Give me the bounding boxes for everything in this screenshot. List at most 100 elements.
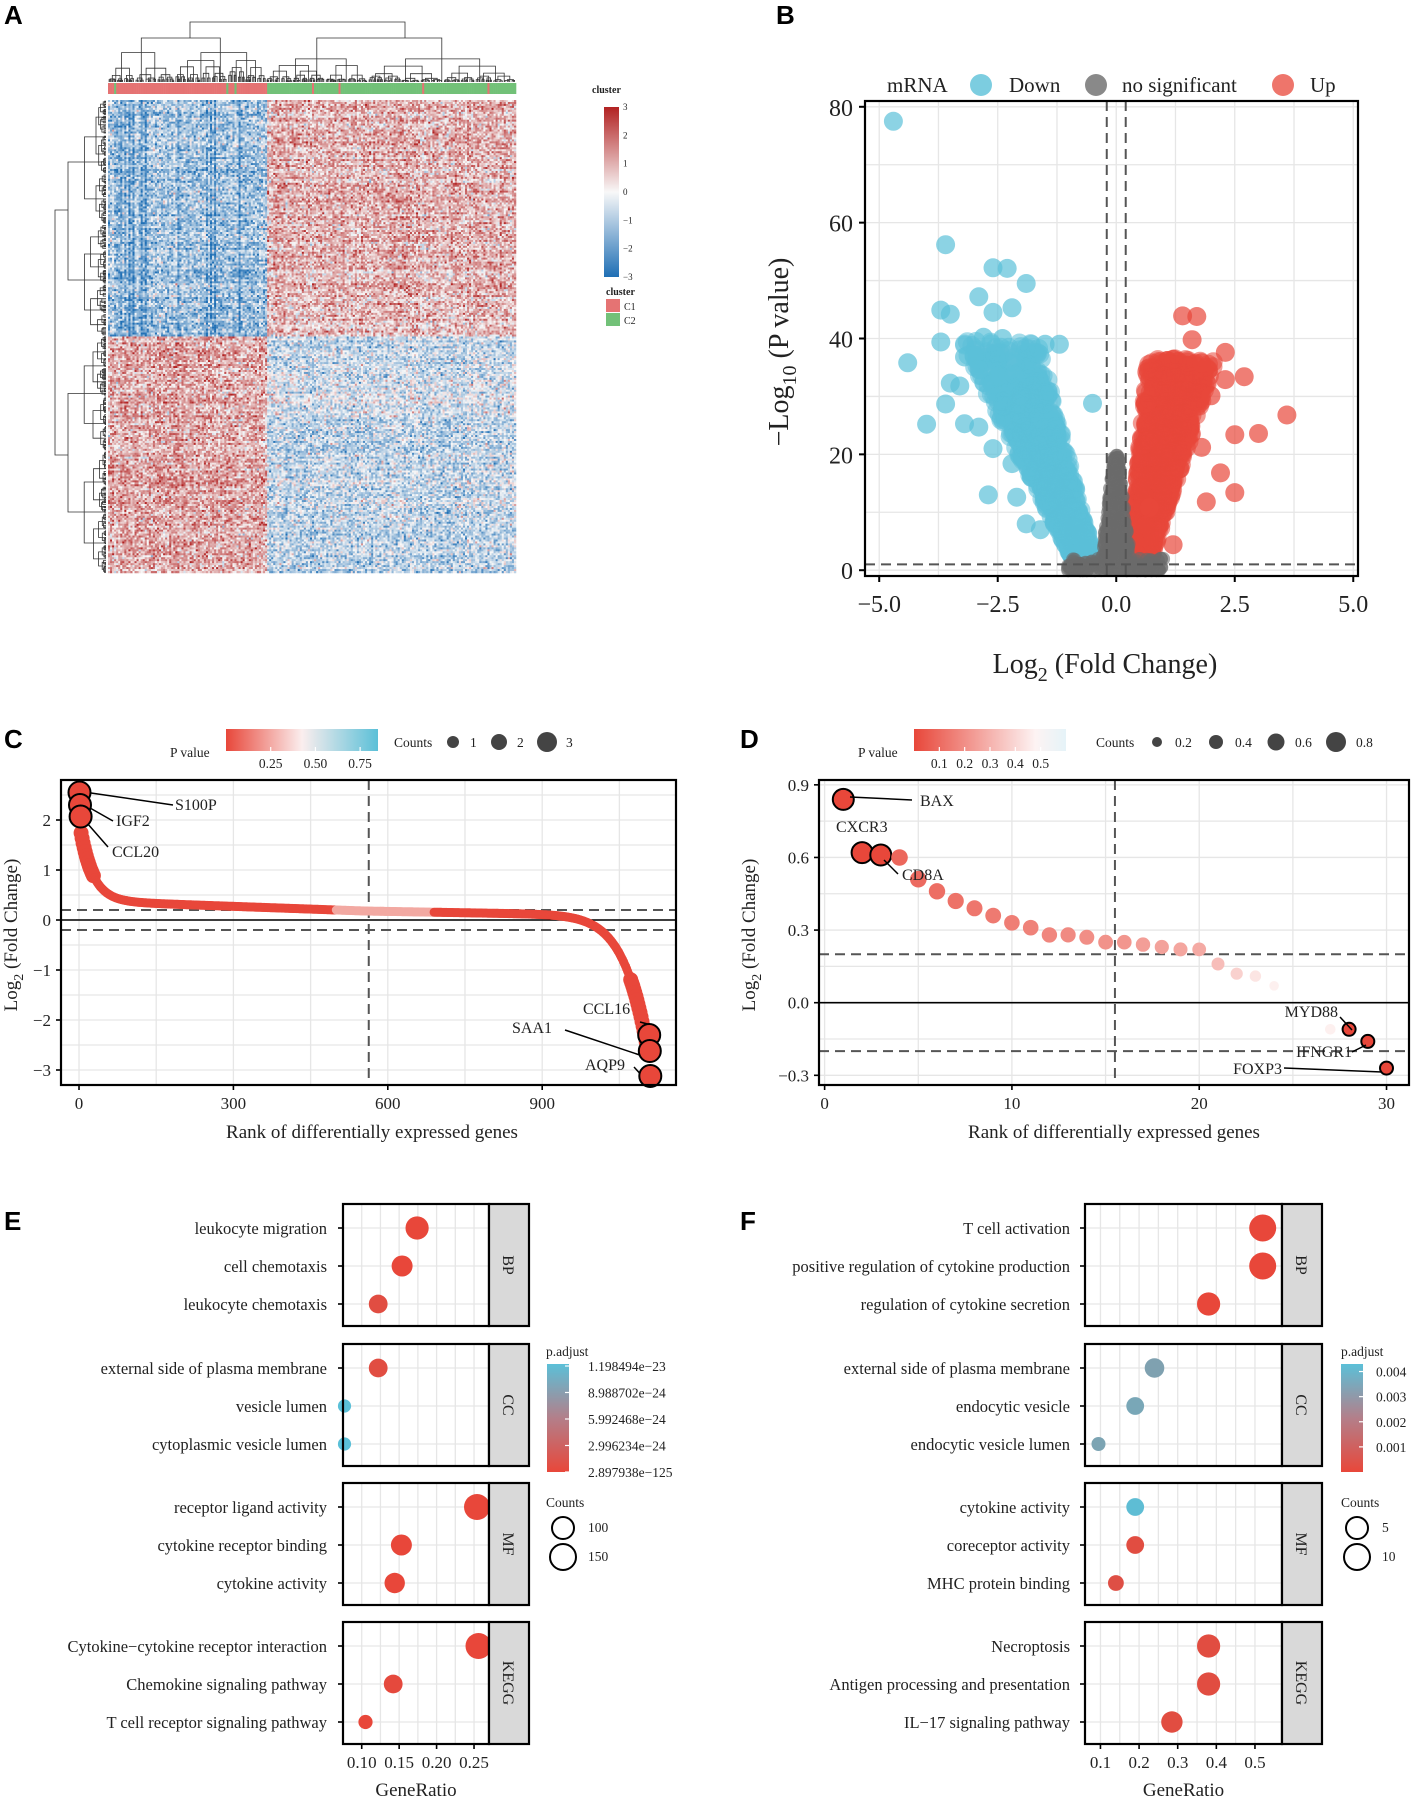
annotation-cell xyxy=(261,83,263,94)
dendrogram-root xyxy=(55,210,68,455)
dendrogram-branch xyxy=(406,59,480,82)
heat-cell xyxy=(112,100,114,102)
heat-cell xyxy=(145,100,147,102)
annotation-cell xyxy=(200,83,202,94)
heat-cell xyxy=(114,100,116,102)
annotation-cell xyxy=(418,83,420,94)
annotation-cell xyxy=(169,83,171,94)
annotation-cell xyxy=(173,83,175,94)
annotation-cell xyxy=(310,83,312,94)
annotation-cell xyxy=(365,83,367,94)
heat-cell xyxy=(167,100,169,102)
annotation-cell xyxy=(212,83,214,94)
heat-cell xyxy=(137,100,139,102)
dendrogram-root xyxy=(190,22,405,38)
annotation-cell xyxy=(259,83,261,94)
annotation-cell xyxy=(251,83,253,94)
annotation-cell xyxy=(381,83,383,94)
annotation-cell xyxy=(165,83,167,94)
dendrogram-branch xyxy=(85,137,107,199)
annotation-cell xyxy=(290,83,292,94)
annotation-cell xyxy=(155,83,157,94)
annotation-cell xyxy=(230,83,232,94)
annotation-cell xyxy=(420,83,422,94)
annotation-cell xyxy=(196,83,198,94)
annotation-cell xyxy=(247,83,249,94)
heat-cell xyxy=(124,100,126,102)
annotation-cell xyxy=(188,83,190,94)
column-dendrogram xyxy=(109,22,514,82)
annotation-cell xyxy=(385,83,387,94)
heat-cell xyxy=(141,100,143,102)
annotation-cell xyxy=(318,83,320,94)
heat-cell xyxy=(183,100,185,102)
annotation-cell xyxy=(410,83,412,94)
annotation-cell xyxy=(192,83,194,94)
annotation-cell xyxy=(422,83,424,94)
annotation-cell xyxy=(504,83,506,94)
annotation-cell xyxy=(216,83,218,94)
annotation-cell xyxy=(157,83,159,94)
annotation-cell xyxy=(406,83,408,94)
annotation-cell xyxy=(441,83,443,94)
annotation-cell xyxy=(394,83,396,94)
heat-cell xyxy=(149,100,151,102)
annotation-cell xyxy=(445,83,447,94)
figure: A B C D E F cluster 3210−1−2−3 cluster C… xyxy=(0,0,1417,1798)
annotation-cell xyxy=(249,83,251,94)
annotation-cell xyxy=(430,83,432,94)
annotation-cell xyxy=(343,83,345,94)
annotation-cell xyxy=(198,83,200,94)
heat-cell xyxy=(130,100,132,102)
annotation-cell xyxy=(163,83,165,94)
panel-label-e: E xyxy=(4,1206,21,1236)
heat-cell xyxy=(126,100,128,102)
annotation-cell xyxy=(122,83,124,94)
annotation-cell xyxy=(332,83,334,94)
cluster-annotation-bar xyxy=(108,83,516,94)
annotation-cell xyxy=(357,83,359,94)
annotation-cell xyxy=(316,83,318,94)
annotation-cell xyxy=(396,83,398,94)
annotation-cell xyxy=(232,83,234,94)
annotation-cell xyxy=(112,83,114,94)
annotation-cell xyxy=(494,83,496,94)
annotation-cell xyxy=(475,83,477,94)
annotation-cell xyxy=(283,83,285,94)
annotation-cell xyxy=(363,83,365,94)
annotation-cell xyxy=(455,83,457,94)
annotation-cell xyxy=(159,83,161,94)
annotation-cell xyxy=(153,83,155,94)
heat-cell xyxy=(110,100,112,102)
annotation-cell xyxy=(116,83,118,94)
annotation-cell xyxy=(312,83,314,94)
annotation-cell xyxy=(214,83,216,94)
annotation-cell xyxy=(369,83,371,94)
annotation-cell xyxy=(402,83,404,94)
annotation-cell xyxy=(453,83,455,94)
annotation-cell xyxy=(273,83,275,94)
heat-cell xyxy=(135,100,137,102)
annotation-cell xyxy=(434,83,436,94)
annotation-cell xyxy=(204,83,206,94)
annotation-cell xyxy=(387,83,389,94)
heat-cell xyxy=(161,100,163,102)
annotation-cell xyxy=(447,83,449,94)
heat-cell xyxy=(151,100,153,102)
annotation-cell xyxy=(481,83,483,94)
annotation-cell xyxy=(336,83,338,94)
annotation-cell xyxy=(267,83,269,94)
annotation-cell xyxy=(120,83,122,94)
annotation-cell xyxy=(149,83,151,94)
panel-label-d: D xyxy=(740,724,759,754)
annotation-cell xyxy=(502,83,504,94)
annotation-cell xyxy=(265,83,267,94)
annotation-cell xyxy=(304,83,306,94)
annotation-cell xyxy=(143,83,145,94)
annotation-cell xyxy=(426,83,428,94)
annotation-cell xyxy=(314,83,316,94)
annotation-cell xyxy=(175,83,177,94)
annotation-cell xyxy=(436,83,438,94)
annotation-cell xyxy=(183,83,185,94)
annotation-cell xyxy=(412,83,414,94)
